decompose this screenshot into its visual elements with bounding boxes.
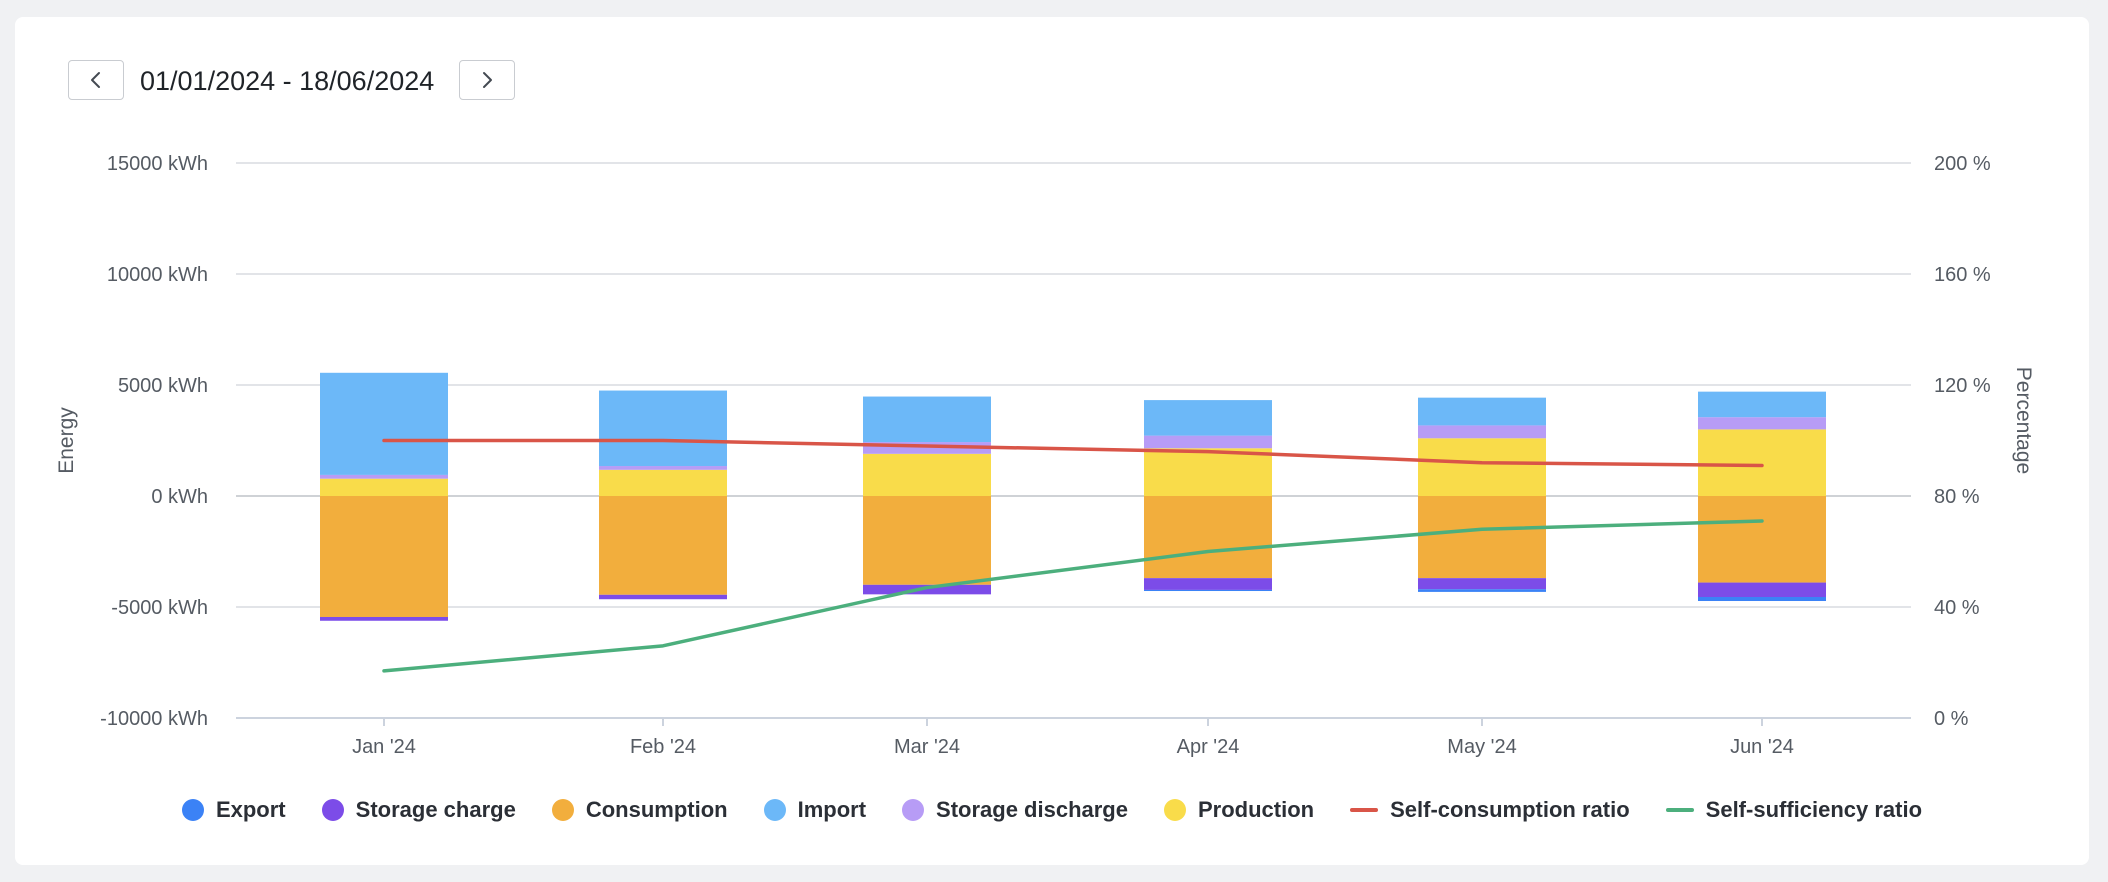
legend-label: Import xyxy=(797,797,867,822)
bar-import[interactable] xyxy=(1144,400,1272,436)
chart-legend: Export Storage charge Consumption Import Sto… xyxy=(15,797,2089,823)
bar-consumption[interactable] xyxy=(1418,496,1546,579)
y-right-tick-label: 120 % xyxy=(1934,375,1991,397)
bar-consumption[interactable] xyxy=(1698,496,1826,583)
x-tick-label: Apr '24 xyxy=(1177,736,1240,758)
y-left-tick-label: 0 kWh xyxy=(151,486,208,508)
bar-production[interactable] xyxy=(599,469,727,496)
bar-storage_discharge[interactable] xyxy=(599,466,727,470)
bar-storage_discharge[interactable] xyxy=(320,474,448,479)
bar-consumption[interactable] xyxy=(599,496,727,595)
bar-import[interactable] xyxy=(599,390,727,467)
legend-item-export[interactable]: Export xyxy=(181,797,286,823)
date-range-label: 01/01/2024 - 18/06/2024 xyxy=(140,66,435,96)
bar-export[interactable] xyxy=(1144,589,1272,592)
legend-label: Storage discharge xyxy=(936,797,1128,822)
x-tick-label: Feb '24 xyxy=(630,736,696,758)
previous-period-button[interactable] xyxy=(68,60,124,100)
legend-item-import[interactable]: Import xyxy=(763,797,867,823)
legend-item-self_consumption[interactable]: Self-consumption ratio xyxy=(1350,797,1630,823)
x-tick-label: Mar '24 xyxy=(894,736,960,758)
y-right-tick-label: 80 % xyxy=(1934,486,1980,508)
legend-label: Export xyxy=(215,797,286,822)
legend-dot-icon xyxy=(551,799,574,821)
bar-import[interactable] xyxy=(863,396,991,443)
legend-dot-icon xyxy=(902,799,925,821)
legend-item-production[interactable]: Production xyxy=(1163,797,1315,823)
bar-consumption[interactable] xyxy=(1144,496,1272,579)
chevron-left-icon xyxy=(91,72,100,88)
line-self_consumption[interactable] xyxy=(382,438,1764,468)
legend-line-icon xyxy=(1665,808,1694,812)
y-left-tick-label: -5000 kWh xyxy=(111,597,208,619)
y-right-tick-label: 200 % xyxy=(1934,153,1991,175)
y-left-tick-label: 15000 kWh xyxy=(107,153,208,175)
bar-production[interactable] xyxy=(1698,429,1826,496)
y-left-axis-title: Energy xyxy=(55,407,78,474)
y-right-tick-label: 0 % xyxy=(1934,708,1969,730)
bar-storage_charge[interactable] xyxy=(599,594,727,600)
x-tick-label: May '24 xyxy=(1447,736,1516,758)
legend-dot-icon xyxy=(1163,799,1186,821)
x-tick-label: Jan '24 xyxy=(352,736,416,758)
bar-production[interactable] xyxy=(1418,438,1546,496)
bar-production[interactable] xyxy=(320,478,448,496)
bar-storage_charge[interactable] xyxy=(1698,582,1826,598)
next-period-button[interactable] xyxy=(459,60,515,100)
legend-dot-icon xyxy=(181,799,204,821)
bar-import[interactable] xyxy=(320,372,448,475)
y-left-tick-label: -10000 kWh xyxy=(100,708,208,730)
bar-production[interactable] xyxy=(863,453,991,496)
bar-storage_charge[interactable] xyxy=(1418,578,1546,590)
legend-item-self_sufficiency[interactable]: Self-sufficiency ratio xyxy=(1665,797,1923,823)
legend-label: Production xyxy=(1197,797,1315,822)
legend-label: Storage charge xyxy=(355,797,516,822)
legend-item-storage_charge[interactable]: Storage charge xyxy=(321,797,516,823)
bar-import[interactable] xyxy=(1698,391,1826,418)
y-left-tick-label: 5000 kWh xyxy=(118,375,208,397)
legend-item-consumption[interactable]: Consumption xyxy=(551,797,728,823)
legend-label: Self-consumption ratio xyxy=(1390,797,1630,822)
bar-production[interactable] xyxy=(1144,448,1272,496)
bar-storage_charge[interactable] xyxy=(1144,578,1272,590)
y-right-tick-label: 40 % xyxy=(1934,597,1980,619)
legend-dot-icon xyxy=(321,799,344,821)
bar-import[interactable] xyxy=(1418,397,1546,426)
bar-storage_charge[interactable] xyxy=(320,616,448,621)
bar-storage_discharge[interactable] xyxy=(863,442,991,454)
x-tick-label: Jun '24 xyxy=(1730,736,1794,758)
chevron-right-icon xyxy=(483,72,492,88)
bar-storage_discharge[interactable] xyxy=(1698,417,1826,430)
bar-storage_discharge[interactable] xyxy=(1144,435,1272,449)
legend-dot-icon xyxy=(763,799,786,821)
legend-line-icon xyxy=(1350,808,1379,812)
energy-chart: 15000 kWh 10000 kWh 5000 kWh 0 kWh -5000 kWh… xyxy=(55,153,2035,758)
line-self_sufficiency[interactable] xyxy=(382,519,1764,673)
chart-card: 01/01/2024 - 18/06/2024 15000 kWh 10000 k… xyxy=(15,17,2089,865)
y-left-tick-label: 10000 kWh xyxy=(107,264,208,286)
y-right-tick-label: 160 % xyxy=(1934,264,1991,286)
bar-export[interactable] xyxy=(1418,589,1546,592)
legend-label: Consumption xyxy=(585,797,728,822)
legend-label: Self-sufficiency ratio xyxy=(1705,797,1923,822)
bar-storage_discharge[interactable] xyxy=(1418,425,1546,439)
legend-item-storage_discharge[interactable]: Storage discharge xyxy=(902,797,1128,823)
y-right-axis-title: Percentage xyxy=(2012,367,2035,474)
bar-consumption[interactable] xyxy=(320,496,448,617)
bar-storage_charge[interactable] xyxy=(863,584,991,595)
bar-consumption[interactable] xyxy=(863,496,991,585)
bar-export[interactable] xyxy=(1698,597,1826,602)
